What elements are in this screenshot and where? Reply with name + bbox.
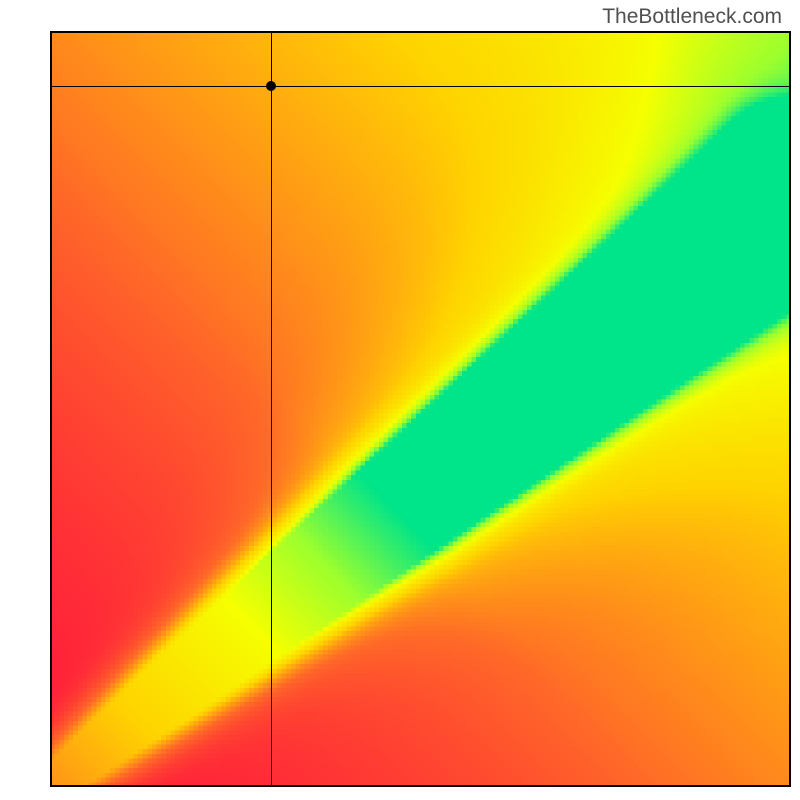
heatmap-canvas [50, 31, 791, 787]
chart-container: TheBottleneck.com [0, 0, 800, 800]
plot-frame [50, 31, 791, 787]
watermark-text: TheBottleneck.com [602, 5, 782, 29]
